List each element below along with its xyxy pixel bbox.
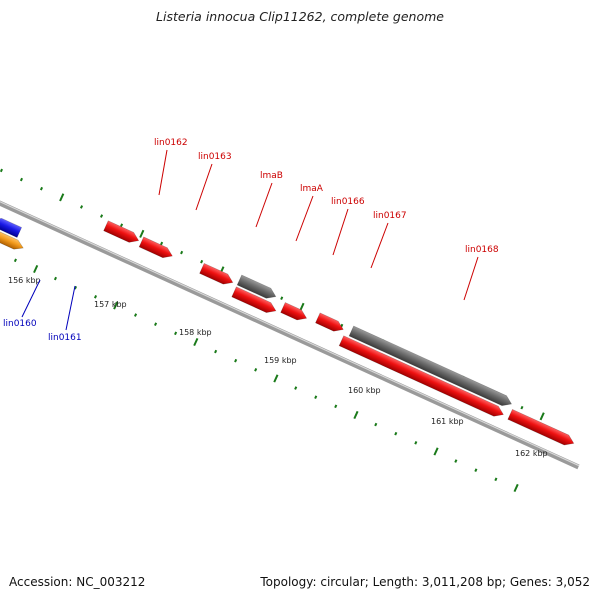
label-leader-line xyxy=(370,222,389,269)
gene-labels: lin0160 lin0161 lin0162 lin0163 lmaB lmaA lin0… xyxy=(3,138,499,343)
gene-label: lin0167 xyxy=(373,211,407,221)
gene-arrow-forward xyxy=(315,312,344,332)
tick-mark xyxy=(214,349,218,354)
tick-mark xyxy=(280,296,284,300)
label-leader-line xyxy=(65,285,76,331)
gene-label: lin0161 xyxy=(48,333,82,343)
outer-tick-row xyxy=(0,168,545,421)
label-leaders xyxy=(21,149,479,331)
tick-mark xyxy=(79,205,84,209)
gene-label: lin0160 xyxy=(3,319,37,329)
tick-mark xyxy=(134,313,138,317)
gene-arrow-forward xyxy=(280,302,308,321)
tick-mark xyxy=(59,193,65,202)
gene-label: lin0162 xyxy=(154,138,188,148)
tick-mark xyxy=(334,404,338,409)
tick-mark xyxy=(139,229,145,238)
tick-mark xyxy=(433,447,439,456)
label-leader-line xyxy=(158,149,168,196)
gene-arrow-reverse xyxy=(0,218,23,238)
tick-mark xyxy=(13,258,17,263)
backbone-highlight xyxy=(0,145,580,467)
label-leader-line xyxy=(21,279,41,318)
tick-mark xyxy=(539,412,545,421)
scale-label: 158 kbp xyxy=(179,328,212,337)
tick-mark xyxy=(314,395,318,399)
genome-summary-text: Topology: circular; Length: 3,011,208 bp… xyxy=(260,575,590,589)
tick-mark xyxy=(120,223,124,227)
scale-label: 159 kbp xyxy=(264,356,297,365)
gene-arrow-forward xyxy=(138,236,173,259)
scale-label: 161 kbp xyxy=(431,417,464,426)
gene-arrow-forward xyxy=(231,286,277,313)
gene-arrow-forward xyxy=(507,408,575,446)
tick-mark xyxy=(394,431,398,436)
tick-mark xyxy=(154,322,158,326)
tick-mark xyxy=(494,477,498,482)
gene-label: lin0168 xyxy=(465,245,499,255)
tick-mark xyxy=(474,468,478,472)
gene-label: lin0166 xyxy=(331,197,365,207)
inner-tick-row xyxy=(13,258,519,493)
label-leader-line xyxy=(195,163,213,211)
tick-mark xyxy=(294,386,298,390)
tick-mark xyxy=(414,441,418,445)
tick-mark xyxy=(180,250,184,255)
tick-mark xyxy=(193,337,199,347)
scale-label: 160 kbp xyxy=(348,386,381,395)
label-leader-line xyxy=(255,182,273,228)
tick-mark xyxy=(39,186,44,191)
gene-arrow-gray xyxy=(348,325,513,406)
tick-mark xyxy=(454,459,458,463)
accession-text: Accession: NC_003212 xyxy=(9,575,146,589)
tick-mark xyxy=(174,331,178,336)
scale-label: 157 kbp xyxy=(94,300,127,309)
genome-track xyxy=(0,145,580,493)
tick-mark xyxy=(0,168,3,173)
gene-arrow-orange xyxy=(0,229,24,250)
backbone-line xyxy=(0,145,580,470)
map-title: Listeria innocua Clip11262, complete gen… xyxy=(156,9,444,24)
tick-mark xyxy=(73,285,78,290)
label-leader-line xyxy=(332,208,349,256)
gene-label: lmaA xyxy=(300,184,324,194)
gene-arrow-forward xyxy=(338,335,504,417)
scale-label: 156 kbp xyxy=(8,276,41,285)
tick-mark xyxy=(200,259,204,264)
gene-label: lin0163 xyxy=(198,152,232,162)
scale-label: 162 kbp xyxy=(515,449,548,458)
gene-arrow-forward xyxy=(199,262,234,285)
tick-mark xyxy=(19,177,23,182)
tick-mark xyxy=(100,214,104,218)
label-leader-line xyxy=(295,195,314,242)
tick-mark xyxy=(113,301,119,310)
tick-mark xyxy=(93,295,98,299)
scale-labels: 156 kbp 157 kbp 158 kbp 159 kbp 160 kbp 161 k… xyxy=(8,276,548,458)
gene-label: lmaB xyxy=(260,171,283,181)
gene-arrow-forward xyxy=(103,220,140,243)
tick-mark xyxy=(254,368,258,372)
label-leader-line xyxy=(463,256,479,301)
gene-arrow-gray xyxy=(236,274,277,299)
tick-mark xyxy=(374,422,378,427)
tick-mark xyxy=(234,358,238,363)
tick-mark xyxy=(513,483,519,493)
tick-mark xyxy=(53,276,57,281)
tick-mark xyxy=(160,241,164,246)
tick-mark xyxy=(299,302,305,311)
tick-mark xyxy=(353,410,359,420)
tick-mark xyxy=(33,264,39,274)
tick-mark xyxy=(520,405,524,410)
gene-features xyxy=(0,218,575,446)
tick-mark xyxy=(273,374,279,383)
